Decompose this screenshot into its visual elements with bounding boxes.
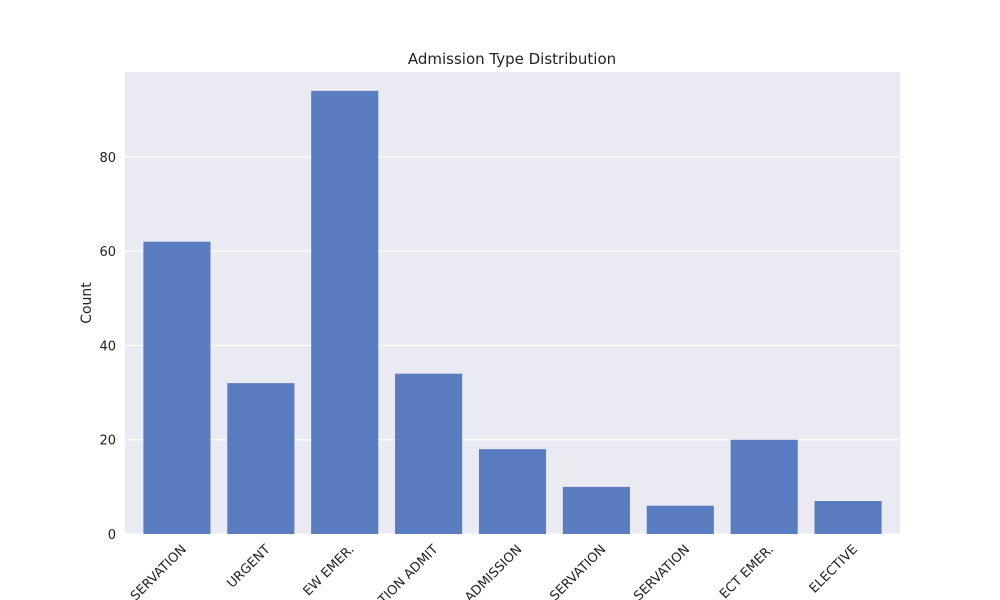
bar xyxy=(646,505,714,534)
bars xyxy=(143,90,882,534)
x-tick-label: ECT EMER. xyxy=(717,542,777,600)
y-tick-label: 40 xyxy=(99,339,116,354)
chart-title: Admission Type Distribution xyxy=(408,50,616,68)
y-tick-label: 0 xyxy=(108,528,116,543)
bar xyxy=(730,439,798,534)
x-tick-label: TION ADMIT xyxy=(375,542,441,600)
bar xyxy=(227,383,295,534)
x-tick-label: SERVATION xyxy=(128,542,190,600)
x-tick-label: SERVATION xyxy=(631,542,693,600)
x-tick-label: SERVATION xyxy=(547,542,609,600)
bar xyxy=(562,486,630,534)
bar xyxy=(311,90,379,534)
x-tick-label: URGENT xyxy=(225,542,274,591)
bar xyxy=(395,373,463,534)
bar xyxy=(143,241,211,534)
bar xyxy=(814,501,882,534)
y-tick-label: 80 xyxy=(99,151,116,166)
bar xyxy=(478,449,547,534)
x-tick-label: ADMISSION xyxy=(462,542,525,600)
y-axis-ticks: 0 20 40 60 80 xyxy=(99,151,116,543)
x-tick-label: ELECTIVE xyxy=(807,542,861,596)
y-tick-label: 20 xyxy=(99,434,116,449)
x-tick-label: EW EMER. xyxy=(301,542,358,599)
y-tick-label: 60 xyxy=(99,245,116,260)
x-axis-ticks: SERVATION URGENT EW EMER. TION ADMIT ADMISSI… xyxy=(128,542,861,600)
y-axis-label: Count xyxy=(79,282,95,324)
